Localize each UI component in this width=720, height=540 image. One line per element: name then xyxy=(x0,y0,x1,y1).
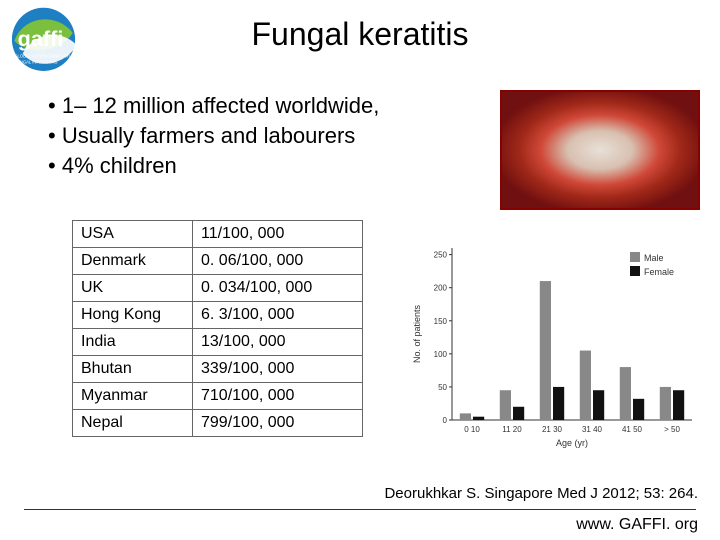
rate-cell: 799/100, 000 xyxy=(193,410,363,437)
svg-text:50: 50 xyxy=(438,383,447,392)
rate-cell: 0. 034/100, 000 xyxy=(193,275,363,302)
country-cell: Nepal xyxy=(73,410,193,437)
svg-text:No. of patients: No. of patients xyxy=(412,304,422,363)
rate-cell: 339/100, 000 xyxy=(193,356,363,383)
svg-text:200: 200 xyxy=(434,284,448,293)
svg-text:Male: Male xyxy=(644,253,664,263)
table-row: USA11/100, 000 xyxy=(73,221,363,248)
rate-cell: 11/100, 000 xyxy=(193,221,363,248)
svg-text:0: 0 xyxy=(443,416,448,425)
svg-text:100: 100 xyxy=(434,350,448,359)
table-row: Bhutan339/100, 000 xyxy=(73,356,363,383)
table-row: Denmark0. 06/100, 000 xyxy=(73,248,363,275)
footer-url: www. GAFFI. org xyxy=(576,516,698,534)
country-cell: USA xyxy=(73,221,193,248)
rate-cell: 710/100, 000 xyxy=(193,383,363,410)
divider xyxy=(24,509,696,510)
svg-text:Female: Female xyxy=(644,267,674,277)
table-row: Nepal799/100, 000 xyxy=(73,410,363,437)
svg-text:11 20: 11 20 xyxy=(502,425,522,434)
country-cell: Bhutan xyxy=(73,356,193,383)
rate-cell: 6. 3/100, 000 xyxy=(193,302,363,329)
logo-subtext: GLOBAL ACTION FUND FOR xyxy=(14,54,70,59)
country-cell: UK xyxy=(73,275,193,302)
country-cell: India xyxy=(73,329,193,356)
country-cell: Denmark xyxy=(73,248,193,275)
gaffi-logo: gaffi GLOBAL ACTION FUND FOR FUNGAL INFE… xyxy=(6,6,106,76)
citation: Deorukhkar S. Singapore Med J 2012; 53: … xyxy=(384,485,698,502)
svg-text:0 10: 0 10 xyxy=(464,425,480,434)
age-sex-bar-chart: 0 50 100 150 200 250 No. of patients 0 10 11 20 2… xyxy=(410,240,700,450)
table-row: India13/100, 000 xyxy=(73,329,363,356)
svg-text:21 30: 21 30 xyxy=(542,425,563,434)
table-row: Myanmar710/100, 000 xyxy=(73,383,363,410)
country-cell: Myanmar xyxy=(73,383,193,410)
svg-text:150: 150 xyxy=(434,317,448,326)
logo-text: gaffi xyxy=(18,26,64,51)
svg-text:41 50: 41 50 xyxy=(622,425,643,434)
table-row: Hong Kong6. 3/100, 000 xyxy=(73,302,363,329)
rate-cell: 0. 06/100, 000 xyxy=(193,248,363,275)
svg-text:31 40: 31 40 xyxy=(582,425,603,434)
country-cell: Hong Kong xyxy=(73,302,193,329)
table-row: UK0. 034/100, 000 xyxy=(73,275,363,302)
svg-text:250: 250 xyxy=(434,251,448,260)
svg-text:> 50: > 50 xyxy=(664,425,680,434)
svg-text:Age (yr): Age (yr) xyxy=(556,438,588,448)
rate-table: USA11/100, 000Denmark0. 06/100, 000UK0. … xyxy=(72,220,363,437)
rate-cell: 13/100, 000 xyxy=(193,329,363,356)
svg-text:FUNGAL INFECTIONS: FUNGAL INFECTIONS xyxy=(14,60,57,65)
slide-title: Fungal keratitis xyxy=(0,0,720,53)
clinical-eye-image xyxy=(500,90,700,210)
